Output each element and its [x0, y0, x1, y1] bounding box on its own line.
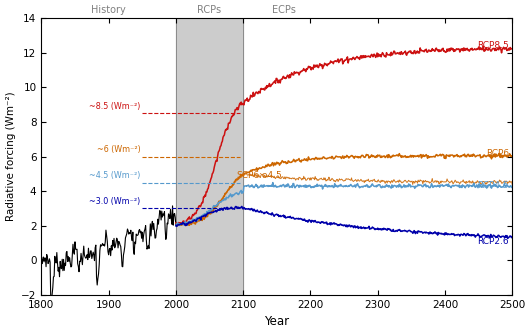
Text: ~8.5 (Wm⁻²): ~8.5 (Wm⁻²): [89, 102, 140, 111]
Text: ~3.0 (Wm⁻²): ~3.0 (Wm⁻²): [89, 197, 140, 206]
Text: ~4.5 (Wm⁻²): ~4.5 (Wm⁻²): [89, 171, 140, 180]
Text: RCP6: RCP6: [486, 150, 509, 158]
Bar: [176, 18, 243, 295]
Text: RCP8.5: RCP8.5: [477, 41, 509, 50]
Text: RCPs: RCPs: [198, 5, 221, 15]
Y-axis label: Radiative forcing (Wm⁻²): Radiative forcing (Wm⁻²): [5, 92, 15, 221]
Text: SCP6:o4.5: SCP6:o4.5: [236, 171, 282, 180]
X-axis label: Year: Year: [264, 315, 289, 328]
Text: History: History: [91, 5, 126, 15]
Text: RCP4.5: RCP4.5: [477, 181, 509, 190]
Text: RCP2.6: RCP2.6: [477, 237, 509, 246]
Text: ~6 (Wm⁻²): ~6 (Wm⁻²): [97, 145, 140, 154]
Text: ECPs: ECPs: [272, 5, 295, 15]
